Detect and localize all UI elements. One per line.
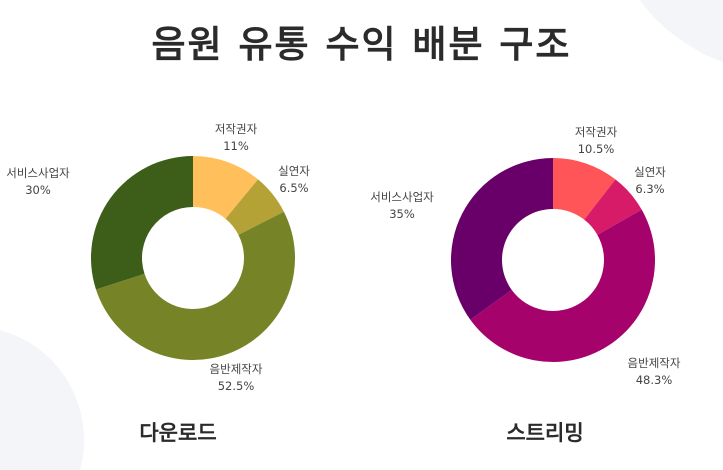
download-slice-3 [95, 211, 295, 360]
streaming-label-value-1: 10.5% [578, 142, 615, 156]
streaming-slices [451, 158, 656, 363]
download-slice-1 [193, 156, 259, 219]
download-label-category-2: 실연자 [278, 164, 310, 178]
streaming-slice-2 [584, 179, 642, 235]
donut-chart-download: 저작권자 11% 실연자 6.5% 음반제작자 52.5% 서비스사업자 30% 다운로드 [6, 122, 310, 445]
streaming-slice-1 [553, 158, 616, 220]
download-caption: 다운로드 [139, 421, 216, 445]
download-slice-2 [225, 179, 284, 235]
streaming-label-value-3: 48.3% [636, 373, 673, 387]
download-label-value-4: 30% [25, 183, 51, 197]
download-label-value-2: 6.5% [279, 181, 308, 195]
download-label-category-3: 음반제작자 [210, 362, 263, 376]
streaming-label-category-2: 실연자 [634, 165, 666, 179]
download-labels: 저작권자 11% 실연자 6.5% 음반제작자 52.5% 서비스사업자 30% [6, 122, 310, 393]
streaming-label-category-4: 서비스사업자 [370, 190, 434, 204]
streaming-slice-3 [470, 209, 656, 363]
streaming-label-value-4: 35% [389, 207, 415, 221]
streaming-label-category-3: 음반제작자 [628, 356, 681, 370]
streaming-slice-4 [451, 158, 553, 320]
streaming-labels: 저작권자 10.5% 실연자 6.3% 음반제작자 48.3% 서비스사업자 35% [370, 125, 681, 387]
streaming-label-category-1: 저작권자 [575, 125, 618, 139]
download-label-value-3: 52.5% [218, 379, 255, 393]
streaming-label-value-2: 6.3% [635, 182, 664, 196]
download-slices [90, 156, 295, 360]
download-label-category-1: 저작권자 [215, 122, 258, 136]
download-label-value-1: 11% [223, 139, 249, 153]
download-slice-4 [90, 156, 193, 290]
download-label-category-4: 서비스사업자 [6, 166, 70, 180]
streaming-caption: 스트리밍 [506, 421, 583, 445]
donut-chart-streaming: 저작권자 10.5% 실연자 6.3% 음반제작자 48.3% 서비스사업자 35% 스트리밍 [370, 125, 681, 445]
page-title: 음원 유통 수익 배분 구조 [151, 23, 572, 66]
